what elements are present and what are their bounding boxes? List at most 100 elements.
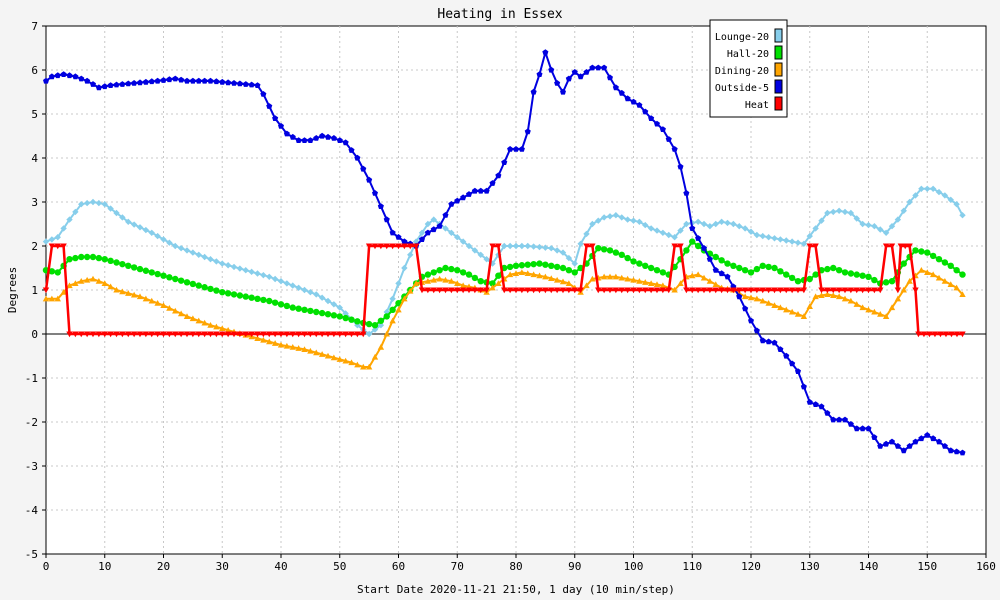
- data-point-hall-20: [160, 272, 167, 279]
- data-point-heat: [759, 287, 766, 294]
- data-point-outside-5: [941, 443, 948, 449]
- data-point-lounge-20: [307, 289, 314, 296]
- data-point-lounge-20: [42, 238, 50, 245]
- data-point-dining-20: [354, 361, 361, 368]
- legend-label-outside-5: Outside-5: [715, 83, 769, 94]
- data-point-dining-20: [530, 271, 537, 278]
- data-point-dining-20: [254, 335, 261, 341]
- data-point-hall-20: [924, 249, 931, 256]
- data-point-outside-5: [207, 77, 214, 84]
- data-point-dining-20: [835, 293, 843, 300]
- data-point-hall-20: [736, 264, 743, 272]
- data-point-dining-20: [48, 295, 56, 302]
- data-point-dining-20: [642, 279, 649, 285]
- data-point-heat: [495, 243, 502, 250]
- data-point-outside-5: [842, 416, 848, 423]
- data-point-dining-20: [618, 274, 625, 281]
- data-point-dining-20: [195, 317, 202, 324]
- data-point-dining-20: [706, 278, 714, 284]
- data-point-hall-20: [659, 269, 667, 276]
- data-point-dining-20: [900, 286, 907, 293]
- data-point-outside-5: [283, 130, 290, 137]
- y-tick-label: 1: [31, 284, 38, 297]
- data-point-outside-5: [894, 443, 901, 449]
- data-point-heat: [812, 243, 819, 250]
- data-point-lounge-20: [283, 280, 291, 287]
- data-point-lounge-20: [865, 221, 872, 229]
- data-point-dining-20: [559, 278, 567, 285]
- data-point-dining-20: [882, 313, 890, 319]
- data-point-dining-20: [553, 276, 561, 283]
- data-point-dining-20: [947, 281, 954, 288]
- data-point-outside-5: [889, 438, 895, 445]
- data-point-lounge-20: [377, 322, 385, 329]
- series-dining-20: [42, 267, 966, 370]
- data-point-outside-5: [947, 447, 954, 454]
- data-point-hall-20: [841, 269, 849, 276]
- data-point-heat: [589, 243, 596, 250]
- data-point-outside-5: [548, 66, 555, 73]
- data-point-dining-20: [865, 306, 872, 313]
- data-point-dining-20: [201, 319, 208, 326]
- data-point-dining-20: [906, 278, 913, 284]
- data-point-lounge-20: [266, 273, 273, 280]
- data-point-hall-20: [548, 262, 555, 269]
- data-point-outside-5: [213, 78, 220, 85]
- data-point-dining-20: [941, 278, 949, 284]
- data-point-hall-20: [959, 271, 966, 278]
- data-point-dining-20: [260, 336, 267, 343]
- legend: Lounge-20 Hall-20 Dining-20 Outside-5 Heat: [709, 19, 788, 118]
- data-point-hall-20: [83, 253, 91, 261]
- data-point-hall-20: [759, 262, 766, 269]
- data-point-outside-5: [654, 120, 660, 127]
- data-point-heat: [412, 243, 420, 250]
- data-point-dining-20: [918, 267, 925, 273]
- x-tick-label: 100: [624, 560, 644, 573]
- data-point-heat: [888, 243, 896, 250]
- data-point-hall-20: [295, 305, 302, 312]
- data-point-hall-20: [248, 294, 255, 301]
- data-point-lounge-20: [642, 221, 649, 229]
- data-point-heat: [736, 287, 743, 294]
- data-point-lounge-20: [677, 227, 684, 234]
- data-point-dining-20: [877, 311, 884, 317]
- data-point-lounge-20: [524, 242, 531, 250]
- data-point-lounge-20: [606, 213, 614, 220]
- data-point-dining-20: [207, 322, 214, 328]
- data-point-lounge-20: [177, 245, 185, 252]
- data-point-hall-20: [835, 267, 843, 274]
- data-point-outside-5: [72, 73, 79, 80]
- data-point-hall-20: [812, 271, 819, 278]
- data-point-dining-20: [747, 294, 755, 301]
- data-point-heat: [424, 287, 432, 294]
- data-point-outside-5: [824, 410, 831, 416]
- data-point-lounge-20: [800, 240, 808, 247]
- data-point-hall-20: [271, 299, 279, 306]
- data-point-heat: [536, 287, 543, 294]
- data-point-lounge-20: [195, 251, 202, 258]
- data-point-outside-5: [607, 74, 613, 81]
- data-point-outside-5: [48, 73, 55, 80]
- data-point-dining-20: [847, 297, 855, 304]
- data-point-dining-20: [318, 351, 326, 357]
- data-point-heat: [407, 243, 414, 250]
- data-point-dining-20: [454, 280, 461, 286]
- data-point-hall-20: [207, 285, 214, 293]
- data-point-lounge-20: [812, 225, 819, 232]
- data-point-dining-20: [324, 352, 332, 359]
- x-tick-label: 140: [859, 560, 879, 573]
- data-point-outside-5: [471, 187, 478, 194]
- data-point-heat: [600, 287, 608, 294]
- data-point-outside-5: [524, 128, 531, 135]
- data-point-outside-5: [501, 159, 508, 165]
- data-point-hall-20: [824, 265, 831, 273]
- data-point-lounge-20: [806, 232, 813, 240]
- data-point-heat: [459, 287, 467, 294]
- data-point-outside-5: [78, 75, 85, 82]
- data-point-hall-20: [324, 311, 332, 318]
- data-point-hall-20: [130, 264, 138, 271]
- data-point-lounge-20: [683, 220, 690, 228]
- data-point-dining-20: [172, 307, 179, 314]
- data-point-outside-5: [830, 416, 837, 423]
- data-point-lounge-20: [248, 268, 255, 276]
